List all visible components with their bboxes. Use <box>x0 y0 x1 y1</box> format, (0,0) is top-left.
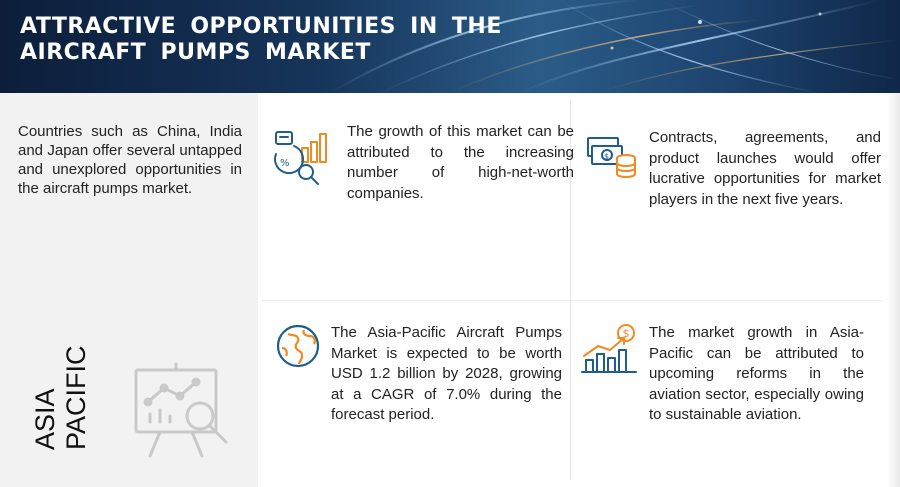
growth-analysis-icon: % <box>274 131 327 185</box>
svg-text:$: $ <box>623 327 630 340</box>
money-coins-icon: $ <box>587 137 636 178</box>
region-label: ASIA PACIFIC <box>24 345 94 460</box>
column-divider <box>570 100 571 480</box>
region-label-line2: PACIFIC <box>61 345 91 450</box>
intro-text: Countries such as China, India and Japan… <box>18 123 242 197</box>
card-forecast-text: The Asia-Pacific Aircraft Pumps Market i… <box>331 324 562 423</box>
header-banner: ATTRACTIVE OPPORTUNITIES IN THE AIRCRAFT… <box>0 0 900 93</box>
row-divider <box>262 300 882 301</box>
rising-chart-dollar-icon: $ <box>581 324 637 373</box>
card-contracts-text: Contracts, agreements, and product launc… <box>649 129 881 208</box>
card-growth-text: The growth of this market can be attribu… <box>347 123 574 202</box>
svg-text:$: $ <box>604 152 609 161</box>
light-streaks-background <box>329 0 900 93</box>
right-edge-shade <box>886 93 900 487</box>
svg-text:%: % <box>280 158 290 169</box>
page-title: ATTRACTIVE OPPORTUNITIES IN THE AIRCRAFT… <box>20 14 502 65</box>
region-label-line1: ASIA <box>30 388 60 450</box>
presentation-analytics-icon <box>134 362 228 458</box>
globe-icon <box>276 324 320 368</box>
card-reforms-text: The market growth in Asia-Pacific can be… <box>649 324 864 423</box>
